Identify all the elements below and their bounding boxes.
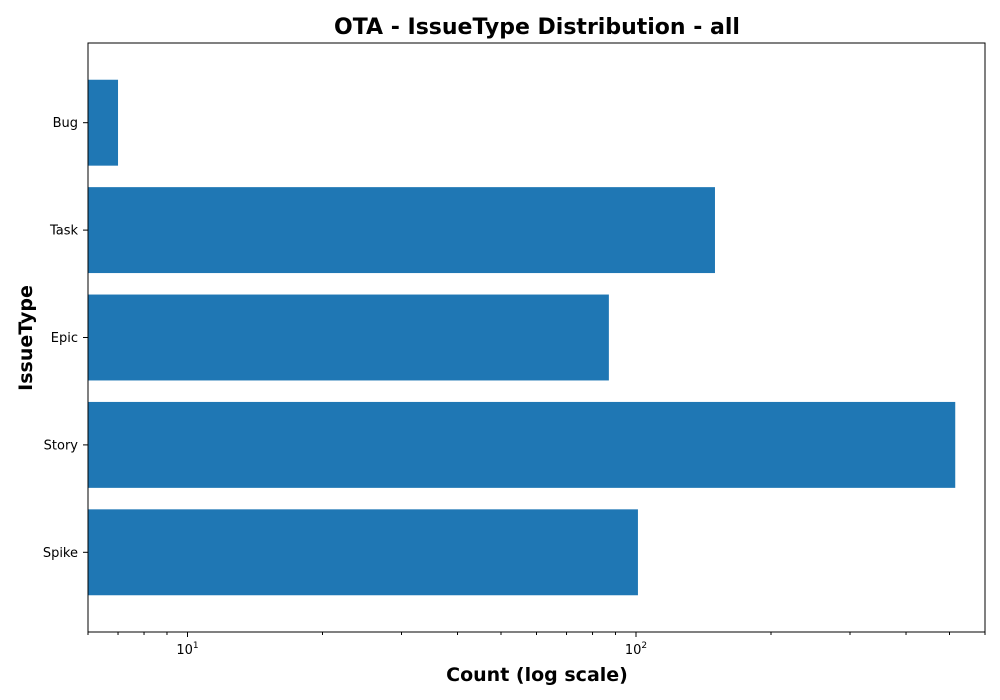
bar-epic xyxy=(88,295,609,381)
x-tick-label: 101 xyxy=(176,641,198,658)
y-ticks-group: Bug Task Epic Story Spike xyxy=(43,116,88,561)
y-axis-label: IssueType xyxy=(15,285,37,391)
y-tick-label-story: Story xyxy=(44,438,79,453)
x-tick-label: 102 xyxy=(625,641,647,658)
bar-story xyxy=(88,402,955,488)
bar-bug xyxy=(88,80,118,166)
chart-title: OTA - IssueType Distribution - all xyxy=(334,15,740,40)
y-tick-label-spike: Spike xyxy=(43,546,78,561)
bar-spike xyxy=(88,509,638,595)
y-tick-label-epic: Epic xyxy=(51,331,78,346)
bars-group xyxy=(88,80,955,596)
y-tick-label-task: Task xyxy=(49,224,79,239)
x-ticks-group: 101 102 xyxy=(88,632,985,658)
y-tick-label-bug: Bug xyxy=(53,116,78,131)
bar-task xyxy=(88,187,715,273)
x-axis-label: Count (log scale) xyxy=(446,664,628,686)
